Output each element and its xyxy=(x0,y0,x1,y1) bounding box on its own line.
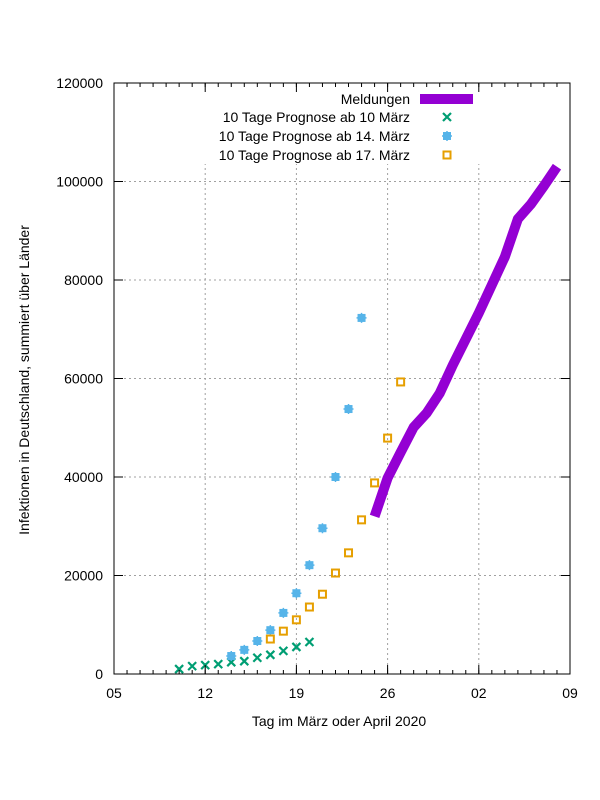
data-point xyxy=(252,636,263,647)
series-1 xyxy=(174,637,315,674)
legend-marker xyxy=(442,131,452,141)
y-axis-label: Infektionen in Deutschland, summiert übe… xyxy=(16,225,32,535)
data-point xyxy=(278,626,288,636)
cross-marker xyxy=(304,637,315,647)
square-marker xyxy=(396,377,406,387)
star-marker-arms xyxy=(252,636,263,647)
data-point xyxy=(396,377,406,387)
data-point xyxy=(304,602,314,612)
square-marker xyxy=(330,568,340,578)
data-point xyxy=(213,659,224,669)
y-tick-label: 120000 xyxy=(56,75,103,91)
data-point xyxy=(291,615,301,625)
series-2 xyxy=(226,312,367,662)
square-marker xyxy=(370,478,380,488)
star-marker-arms xyxy=(304,560,315,571)
data-point xyxy=(265,650,276,660)
data-point xyxy=(252,652,263,663)
data-point xyxy=(356,312,367,323)
legend-label: 10 Tage Prognose ab 14. März xyxy=(219,128,410,144)
legend-label: Meldungen xyxy=(341,91,410,107)
y-tick-label: 60000 xyxy=(64,371,103,387)
cross-marker xyxy=(265,650,276,660)
data-point xyxy=(330,568,340,578)
cross-marker xyxy=(213,659,224,669)
series-0 xyxy=(369,163,562,519)
square-marker xyxy=(344,548,354,558)
x-tick-label: 02 xyxy=(471,685,487,701)
star-marker-arms xyxy=(291,588,302,599)
axis-ticks: 0 20000 40000 60000 80000 100000 120000 05 12 19 2… xyxy=(56,75,578,701)
x-tick-label: 05 xyxy=(106,685,122,701)
star-marker-arms xyxy=(343,404,354,415)
y-tick-label: 80000 xyxy=(64,272,103,288)
data-point xyxy=(343,404,354,415)
square-marker xyxy=(278,626,288,636)
y-tick-label: 40000 xyxy=(64,469,103,485)
square-marker xyxy=(291,615,301,625)
data-point xyxy=(187,661,197,671)
cross-marker xyxy=(442,112,452,122)
star-marker-arms xyxy=(239,644,250,655)
cross-marker xyxy=(291,642,302,652)
data-point xyxy=(291,588,302,599)
square-marker xyxy=(304,602,314,612)
data-point xyxy=(304,560,315,571)
cross-marker xyxy=(174,664,184,674)
star-marker-arms xyxy=(226,651,237,662)
x-tick-label: 19 xyxy=(289,685,305,701)
x-axis-label: Tag im März oder April 2020 xyxy=(252,713,427,729)
square-marker xyxy=(357,515,367,525)
square-marker xyxy=(442,150,452,160)
data-point xyxy=(357,515,367,525)
cross-marker xyxy=(278,646,289,656)
data-point xyxy=(383,433,393,443)
grid xyxy=(114,83,570,674)
data-point xyxy=(278,607,289,618)
data-point xyxy=(278,646,289,656)
square-marker xyxy=(317,589,327,599)
data-point xyxy=(317,523,328,534)
legend: Meldungen 10 Tage Prognose ab 10 März 10 T… xyxy=(219,91,473,163)
data-point xyxy=(317,589,327,599)
cross-marker xyxy=(187,661,197,671)
data-point xyxy=(265,625,276,636)
data-point xyxy=(239,656,250,666)
data-point xyxy=(239,644,250,655)
data-point xyxy=(265,634,275,644)
legend-marker xyxy=(442,150,452,160)
data-point xyxy=(304,637,315,647)
square-marker xyxy=(383,433,393,443)
x-tick-label: 26 xyxy=(380,685,396,701)
star-marker-arms xyxy=(278,607,289,618)
data-point xyxy=(174,664,184,674)
data-point xyxy=(291,642,302,652)
x-tick-label: 09 xyxy=(562,685,578,701)
meldungen-line xyxy=(369,163,562,519)
star-marker-arms xyxy=(265,625,276,636)
star-marker-arms xyxy=(442,131,452,141)
x-tick-label: 12 xyxy=(197,685,213,701)
y-tick-label: 20000 xyxy=(64,568,103,584)
data-point xyxy=(226,651,237,662)
cross-marker xyxy=(252,652,263,663)
data-point xyxy=(330,472,341,482)
star-marker-arms xyxy=(356,312,367,323)
data-point xyxy=(344,548,354,558)
cross-marker xyxy=(239,656,250,666)
series-3 xyxy=(265,377,406,644)
square-marker xyxy=(265,634,275,644)
star-marker-arms xyxy=(330,472,341,482)
y-tick-label: 100000 xyxy=(56,174,103,190)
star-marker-arms xyxy=(317,523,328,534)
data-point xyxy=(370,478,380,488)
legend-label: 10 Tage Prognose ab 10 März xyxy=(223,109,410,125)
plot-frame xyxy=(113,82,571,675)
legend-label: 10 Tage Prognose ab 17. März xyxy=(219,147,410,163)
y-tick-label: 0 xyxy=(95,666,103,682)
legend-marker xyxy=(442,112,452,122)
plot-marks xyxy=(174,163,562,674)
